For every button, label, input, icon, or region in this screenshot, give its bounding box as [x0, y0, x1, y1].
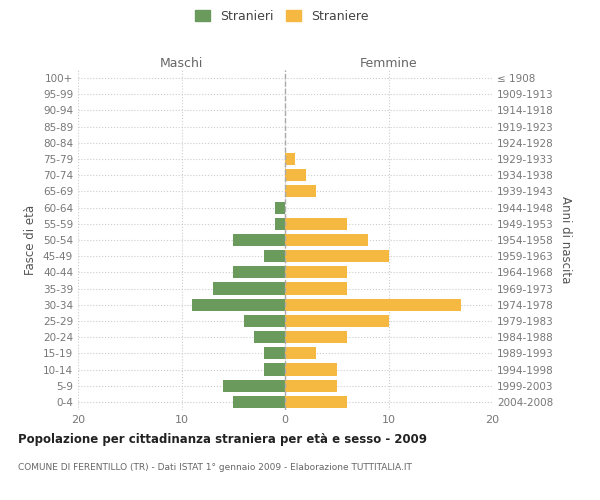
Bar: [285, 282, 347, 294]
Bar: [285, 250, 389, 262]
Bar: [285, 396, 347, 408]
Text: Maschi: Maschi: [160, 57, 203, 70]
Bar: [285, 315, 389, 327]
Bar: [265, 348, 285, 360]
Bar: [285, 153, 295, 165]
Bar: [233, 234, 285, 246]
Text: Femmine: Femmine: [359, 57, 418, 70]
Bar: [285, 266, 347, 278]
Bar: [192, 298, 285, 311]
Bar: [275, 218, 285, 230]
Legend: Stranieri, Straniere: Stranieri, Straniere: [190, 5, 374, 28]
Bar: [275, 202, 285, 213]
Text: Popolazione per cittadinanza straniera per età e sesso - 2009: Popolazione per cittadinanza straniera p…: [18, 432, 427, 446]
Bar: [285, 234, 368, 246]
Bar: [285, 298, 461, 311]
Text: COMUNE DI FERENTILLO (TR) - Dati ISTAT 1° gennaio 2009 - Elaborazione TUTTITALIA: COMUNE DI FERENTILLO (TR) - Dati ISTAT 1…: [18, 462, 412, 471]
Y-axis label: Anni di nascita: Anni di nascita: [559, 196, 572, 284]
Y-axis label: Fasce di età: Fasce di età: [25, 205, 37, 275]
Bar: [285, 364, 337, 376]
Bar: [285, 218, 347, 230]
Bar: [285, 186, 316, 198]
Bar: [265, 364, 285, 376]
Bar: [285, 169, 306, 181]
Bar: [265, 250, 285, 262]
Bar: [285, 380, 337, 392]
Bar: [285, 348, 316, 360]
Bar: [244, 315, 285, 327]
Bar: [233, 396, 285, 408]
Bar: [212, 282, 285, 294]
Bar: [254, 331, 285, 343]
Bar: [223, 380, 285, 392]
Bar: [285, 331, 347, 343]
Bar: [233, 266, 285, 278]
